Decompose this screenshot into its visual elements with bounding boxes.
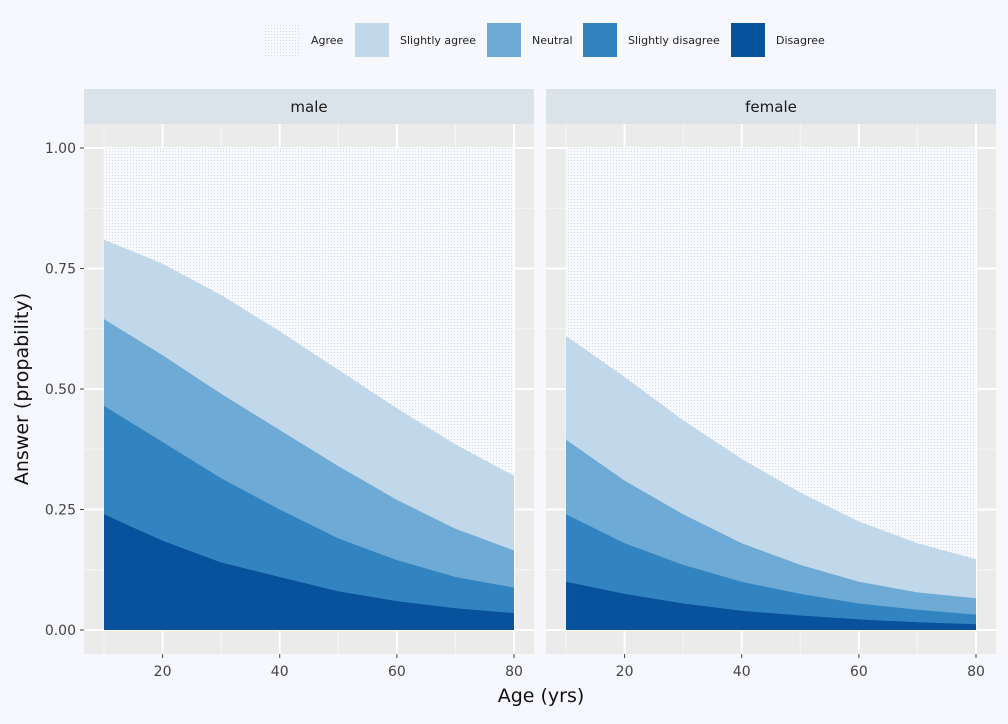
panel-female: female 20 40 60 80 — [546, 89, 996, 680]
legend-key-slightly-disagree — [583, 23, 617, 57]
y-tick-label: 0.00 — [45, 623, 76, 639]
legend: Agree Slightly agree Neutral Slightly disag… — [265, 23, 825, 57]
area-female-slightly-disagree — [566, 514, 976, 630]
y-tick-label: 0.75 — [45, 262, 76, 278]
y-tick-label: 0.50 — [45, 382, 76, 398]
y-tick-label: 0.25 — [45, 503, 76, 519]
legend-key-neutral — [487, 23, 521, 57]
x-tick-label: 80 — [967, 664, 985, 680]
strip-label-male: male — [290, 98, 327, 116]
legend-key-agree — [265, 23, 299, 57]
legend-key-slightly-agree — [355, 23, 389, 57]
y-tick-label: 1.00 — [45, 141, 76, 157]
facet-panels: male 20 40 60 80 female 20 40 60 80 — [84, 89, 996, 680]
x-tick-label: 20 — [616, 664, 634, 680]
legend-label-slightly-agree: Slightly agree — [400, 34, 476, 47]
area-male-disagree — [104, 514, 514, 630]
x-tick-label: 60 — [388, 664, 406, 680]
x-tick-label: 60 — [850, 664, 868, 680]
strip-female — [546, 89, 996, 124]
x-tick-label: 40 — [733, 664, 751, 680]
x-tick-label: 20 — [154, 664, 172, 680]
strip-label-female: female — [745, 98, 797, 116]
strip-male — [84, 89, 534, 124]
legend-key-disagree — [731, 23, 765, 57]
x-tick-label: 80 — [505, 664, 523, 680]
legend-label-disagree: Disagree — [776, 34, 825, 47]
y-axis-title: Answer (propability) — [11, 293, 33, 485]
legend-label-neutral: Neutral — [532, 34, 573, 47]
area-female-disagree — [566, 581, 976, 630]
y-axis: 0.00 0.25 0.50 0.75 1.00 — [45, 141, 84, 639]
panel-male: male 20 40 60 80 — [84, 89, 534, 680]
legend-label-agree: Agree — [311, 34, 344, 47]
legend-label-slightly-disagree: Slightly disagree — [628, 34, 720, 47]
x-tick-label: 40 — [271, 664, 289, 680]
x-axis-title: Age (yrs) — [498, 685, 585, 707]
